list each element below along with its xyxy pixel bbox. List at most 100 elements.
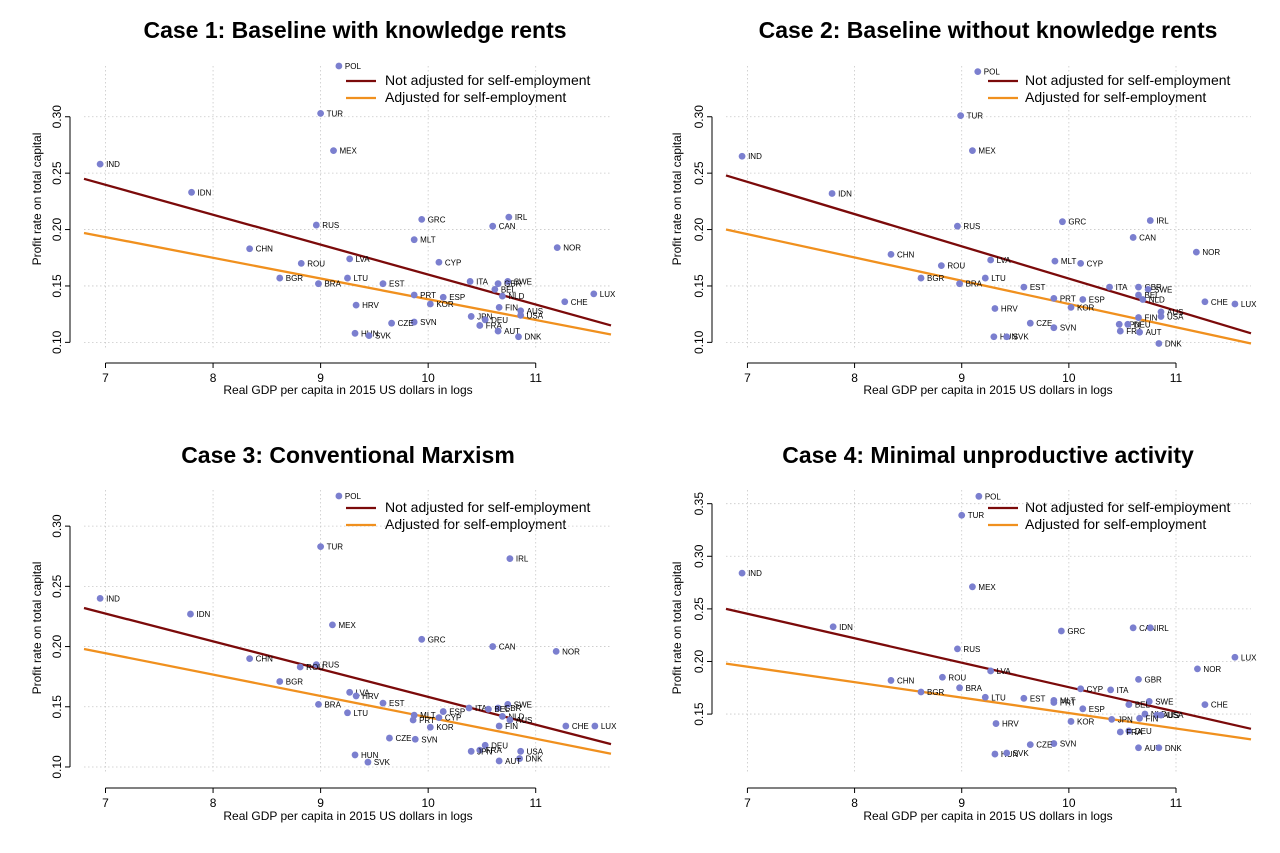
grid <box>84 490 611 773</box>
point-cyp <box>435 258 443 266</box>
point-svn <box>1050 324 1058 332</box>
point-label-kor: KOR <box>436 300 454 309</box>
point-bra <box>315 280 322 288</box>
point-label-dnk: DNK <box>526 755 544 764</box>
point-chn <box>887 250 895 258</box>
point-label-rus: RUS <box>322 661 339 670</box>
legend-label-adjusted: Adjusted for self-employment <box>385 516 566 532</box>
point-label-bel: BEL <box>1145 291 1161 300</box>
y-tick-label: 0.10 <box>692 330 706 354</box>
point-label-irl: IRL <box>1156 217 1169 226</box>
y-tick-label: 0.20 <box>692 649 706 673</box>
point-label-rou: ROU <box>948 673 966 682</box>
point-label-mex: MEX <box>978 147 996 156</box>
point-fin <box>495 722 503 730</box>
points: POL TUR MEX IND IDN IRL GRC RUS CAN NOR CHN LVA MLT C… <box>738 68 1257 348</box>
x-axis-label: Real GDP per capita in 2015 US dollars i… <box>863 383 1112 397</box>
point-label-pol: POL <box>985 492 1002 501</box>
point-aut <box>494 327 502 335</box>
y-axis-label: Profit rate on total capital <box>670 562 684 695</box>
y-tick-label: 0.30 <box>50 514 64 538</box>
point-label-rus: RUS <box>322 221 339 230</box>
point-label-lux: LUX <box>1241 653 1257 662</box>
point-label-ita: ITA <box>475 704 488 713</box>
point-kor <box>426 723 434 731</box>
point-label-svk: SVK <box>1013 749 1030 758</box>
point-label-swe: SWE <box>1155 697 1173 706</box>
point-label-can: CAN <box>499 643 516 652</box>
point-label-tur: TUR <box>968 511 985 520</box>
point-label-swe: SWE <box>514 700 532 709</box>
point-label-mex: MEX <box>338 621 356 630</box>
point-esp <box>439 708 447 715</box>
point-gbr <box>494 280 502 288</box>
point-label-ltu: LTU <box>354 709 369 718</box>
fit-line-not-adjusted <box>83 177 612 327</box>
point-label-chn: CHN <box>256 655 274 664</box>
point-label-fin: FIN <box>1145 314 1158 323</box>
x-tick-label: 11 <box>1170 796 1183 810</box>
point-label-aut: AUT <box>1145 744 1161 753</box>
point-grc <box>418 216 426 223</box>
point-idn <box>187 610 194 618</box>
point-ind <box>96 160 104 168</box>
x-tick-label: 9 <box>958 371 965 385</box>
point-fra <box>1116 327 1124 335</box>
point-prt <box>1050 699 1058 706</box>
point-label-hrv: HRV <box>362 301 379 310</box>
point-esp <box>1079 705 1087 713</box>
point-label-swe: SWE <box>1154 285 1172 294</box>
point-mex <box>969 147 976 155</box>
panel-title: Case 2: Baseline without knowledge rents <box>759 17 1218 43</box>
y-tick-label: 0.15 <box>50 695 64 719</box>
point-label-bgr: BGR <box>927 688 945 697</box>
point-can <box>489 643 497 650</box>
point-aut <box>1135 744 1142 752</box>
point-bel <box>491 285 499 293</box>
point-label-svn: SVN <box>1060 740 1077 749</box>
point-label-aut: AUT <box>1146 328 1162 337</box>
point-label-usa: USA <box>1167 711 1184 720</box>
point-label-rus: RUS <box>963 222 980 231</box>
point-label-nld: NLD <box>1149 295 1165 304</box>
point-label-usa: USA <box>1167 312 1184 321</box>
y-tick-label: 0.35 <box>692 492 706 516</box>
y-tick-label: 0.10 <box>50 755 64 779</box>
point-lux <box>591 722 599 730</box>
point-can <box>1129 234 1137 241</box>
x-tick-label: 8 <box>210 371 217 385</box>
point-lva <box>346 255 354 263</box>
x-tick-label: 11 <box>529 371 542 385</box>
point-prt <box>1050 294 1058 302</box>
point-est <box>379 699 387 707</box>
point-bgr <box>276 678 284 685</box>
x-tick-label: 7 <box>102 371 109 385</box>
point-dnk <box>515 333 522 341</box>
point-mex <box>969 583 976 591</box>
point-esp <box>1079 296 1087 303</box>
point-che <box>561 298 569 306</box>
point-gbr <box>1135 283 1142 291</box>
x-tick-label: 8 <box>851 371 858 385</box>
point-label-hrv: HRV <box>1002 720 1019 729</box>
point-swe <box>504 278 512 285</box>
point-jpn <box>1108 715 1116 723</box>
y-tick-label: 0.30 <box>692 544 706 568</box>
point-label-svk: SVK <box>375 332 392 341</box>
point-label-cze: CZE <box>395 734 411 743</box>
point-label-deu: DEU <box>1134 320 1151 329</box>
point-label-cyp: CYP <box>1087 259 1103 268</box>
point-usa <box>517 311 525 319</box>
point-svn <box>410 318 418 326</box>
point-bgr <box>917 274 925 282</box>
point-cyp <box>1077 685 1085 693</box>
point-pol <box>975 492 983 500</box>
point-est <box>1020 283 1028 291</box>
point-label-bgr: BGR <box>286 274 304 283</box>
point-ltu <box>344 709 351 717</box>
point-label-esp: ESP <box>449 708 465 717</box>
panel-title: Case 3: Conventional Marxism <box>181 442 515 468</box>
point-dnk <box>1155 340 1163 347</box>
point-label-grc: GRC <box>1068 218 1086 227</box>
point-che <box>562 722 570 730</box>
